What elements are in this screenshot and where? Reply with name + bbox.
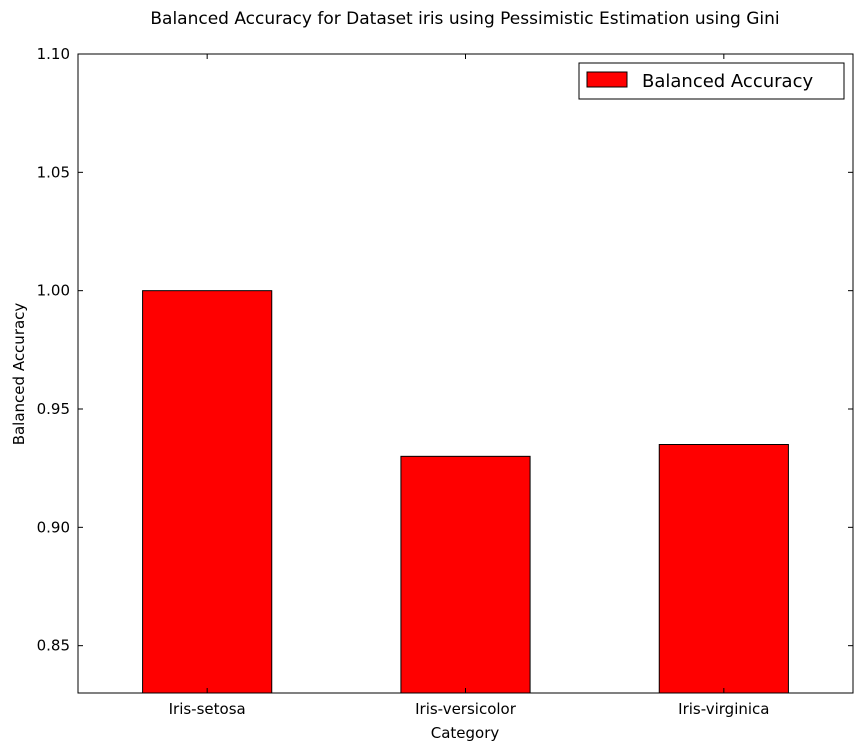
y-tick-label: 1.00 bbox=[37, 282, 70, 300]
y-tick-label: 1.05 bbox=[37, 163, 70, 181]
y-tick-label: 0.95 bbox=[37, 400, 70, 418]
y-tick-label: 0.90 bbox=[37, 518, 70, 536]
bar-iris-versicolor bbox=[400, 455, 531, 694]
legend: Balanced Accuracy bbox=[578, 62, 845, 100]
y-tick-label: 1.10 bbox=[37, 45, 70, 63]
x-tick-label: Iris-virginica bbox=[678, 700, 769, 718]
y-axis-label: Balanced Accuracy bbox=[10, 303, 28, 446]
chart-title: Balanced Accuracy for Dataset iris using… bbox=[150, 9, 779, 29]
x-tick-label: Iris-setosa bbox=[169, 700, 246, 718]
y-tick-label: 0.85 bbox=[37, 637, 70, 655]
x-axis-label: Category bbox=[431, 724, 500, 742]
x-tick-label: Iris-versicolor bbox=[415, 700, 517, 718]
bar-iris-virginica bbox=[658, 444, 789, 694]
bar-iris-setosa bbox=[142, 290, 273, 694]
legend-label: Balanced Accuracy bbox=[642, 71, 813, 92]
legend-swatch bbox=[586, 71, 628, 88]
